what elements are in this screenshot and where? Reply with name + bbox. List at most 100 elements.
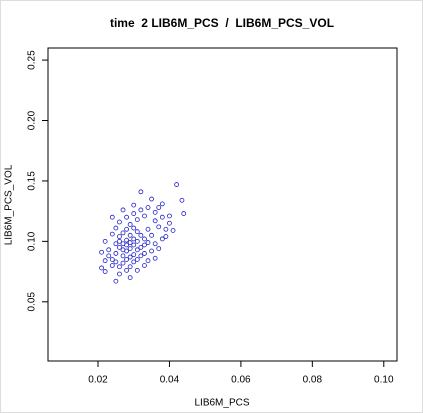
point [117, 234, 122, 239]
point [124, 214, 129, 220]
chart-title: time 2 LIB6M_PCS / LIB6M_PCS_VOL [110, 16, 334, 30]
point [99, 265, 104, 271]
point [152, 255, 158, 261]
x-tick-label: 0.04 [160, 375, 180, 386]
y-axis-label: LIB6M_PCS_VOL [4, 164, 15, 245]
y-tick-label: 0.20 [27, 110, 38, 130]
point [149, 196, 154, 202]
point [127, 240, 133, 245]
point [120, 230, 126, 236]
point [120, 260, 126, 266]
y-tick-label: 0.15 [27, 171, 38, 191]
point [127, 222, 133, 227]
point [142, 213, 147, 219]
point [142, 236, 147, 242]
x-axis-label: LIB6M_PCS [194, 398, 249, 409]
point [156, 246, 162, 252]
point [163, 234, 169, 239]
point [127, 254, 133, 260]
point [163, 226, 169, 232]
point [145, 240, 151, 245]
point [142, 242, 147, 248]
point [131, 259, 137, 265]
point [102, 258, 108, 264]
point [124, 257, 129, 262]
point [127, 275, 133, 281]
point [117, 264, 122, 270]
point [113, 278, 119, 284]
point [152, 218, 158, 224]
point [120, 253, 126, 259]
point [120, 247, 126, 253]
point [102, 238, 108, 244]
y-tick-label: 0.25 [27, 50, 38, 70]
point [117, 238, 122, 244]
point [149, 248, 154, 254]
point [142, 263, 147, 268]
point [134, 217, 140, 223]
point [106, 247, 112, 253]
point [134, 229, 140, 235]
point [131, 242, 137, 248]
y-tick-label: 0.10 [27, 231, 38, 251]
point [142, 251, 147, 256]
plot-box [47, 47, 398, 362]
point [152, 209, 158, 215]
point [138, 232, 144, 238]
point [113, 241, 119, 247]
point [156, 224, 162, 230]
point [99, 249, 104, 255]
point [159, 214, 165, 220]
point [117, 245, 122, 250]
y-tick-label: 0.05 [27, 292, 38, 312]
point [106, 253, 112, 259]
point [113, 225, 119, 231]
point [113, 251, 119, 256]
point [138, 245, 144, 250]
point [131, 252, 137, 258]
point [167, 220, 172, 226]
point [131, 211, 137, 216]
point [109, 263, 115, 268]
point [149, 232, 154, 238]
point [159, 201, 165, 207]
point [145, 205, 151, 210]
point [127, 246, 133, 252]
x-tick-label: 0.08 [303, 375, 323, 386]
point [117, 219, 122, 225]
point [120, 207, 126, 213]
point [124, 267, 129, 273]
point [152, 241, 158, 247]
point [117, 271, 122, 277]
point [124, 237, 129, 243]
point [181, 211, 187, 216]
point [131, 202, 137, 208]
point [127, 264, 133, 270]
point [138, 253, 144, 259]
point [145, 258, 151, 264]
point [174, 182, 179, 187]
point [167, 213, 172, 219]
point [170, 228, 176, 233]
point [124, 226, 129, 232]
x-tick-label: 0.06 [231, 375, 251, 386]
point [159, 236, 165, 242]
point [102, 269, 108, 274]
point [127, 232, 133, 238]
point [131, 236, 137, 242]
x-tick-label: 0.10 [374, 375, 394, 386]
point [113, 259, 119, 265]
point [131, 225, 137, 231]
point [145, 226, 151, 232]
point [124, 242, 129, 248]
point [156, 205, 162, 210]
point [138, 207, 144, 213]
point [109, 231, 115, 237]
point [134, 247, 140, 253]
point [109, 257, 115, 262]
point [138, 189, 144, 195]
point [134, 267, 140, 273]
point [134, 257, 140, 262]
